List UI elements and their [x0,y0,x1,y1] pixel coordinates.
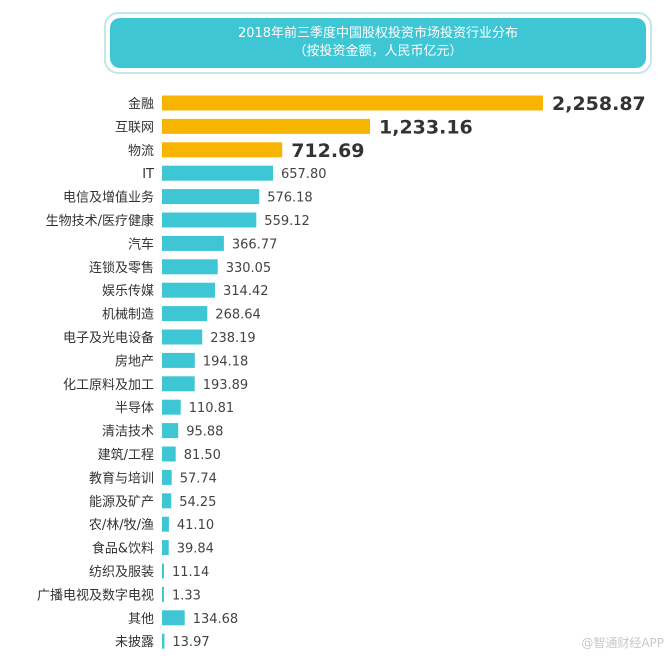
bar-15 [162,446,176,462]
value-label-17: 54.25 [179,495,216,510]
value-label-23: 13.97 [172,635,209,650]
category-label-3: IT [142,167,154,182]
value-label-18: 41.10 [177,518,214,533]
category-label-13: 半导体 [115,401,154,416]
chart-title: 2018年前三季度中国股权投资市场投资行业分布 [237,26,519,41]
value-label-8: 314.42 [223,284,269,299]
value-label-2: 712.69 [291,140,364,162]
value-label-22: 134.68 [193,612,239,627]
value-label-0: 2,258.87 [552,93,646,115]
bar-11 [162,352,195,368]
watermark: @智通财经APP [581,636,664,650]
category-label-21: 广播电视及数字电视 [37,588,154,603]
bar-21 [162,586,164,602]
category-label-22: 其他 [128,612,154,627]
bar-3 [162,165,273,181]
category-label-10: 电子及光电设备 [63,330,154,346]
value-label-21: 1.33 [172,588,201,603]
bar-17 [162,493,172,509]
bar-18 [162,516,169,532]
bar-20 [162,563,164,579]
value-label-11: 194.18 [203,354,249,369]
category-label-11: 房地产 [115,353,154,369]
chart-subtitle: （按投资金额，人民币亿元） [293,44,463,59]
category-label-9: 机械制造 [102,308,154,323]
value-label-6: 366.77 [232,237,278,252]
category-label-6: 汽车 [128,236,154,252]
value-label-15: 81.50 [184,448,221,463]
bar-0 [162,95,543,111]
chart-title-banner: 2018年前三季度中国股权投资市场投资行业分布 （按投资金额，人民币亿元） [110,18,646,68]
category-label-4: 电信及增值业务 [63,190,154,206]
bar-22 [162,610,185,626]
value-label-3: 657.80 [281,167,327,182]
bar-14 [162,423,179,439]
bar-4 [162,189,260,205]
value-label-16: 57.74 [180,471,217,486]
value-label-12: 193.89 [203,378,249,393]
bar-6 [162,235,224,251]
value-label-19: 39.84 [177,542,214,557]
category-label-5: 生物技术/医疗健康 [46,213,154,229]
category-label-20: 纺织及服装 [89,565,154,580]
value-label-10: 238.19 [210,331,256,346]
category-label-19: 食品&饮料 [92,541,154,557]
bar-12 [162,376,195,392]
value-label-14: 95.88 [186,425,223,440]
bar-2 [162,142,283,158]
bar-16 [162,469,172,485]
bar-19 [162,540,169,556]
category-label-16: 教育与培训 [89,470,154,486]
value-label-5: 559.12 [264,214,310,229]
value-label-20: 11.14 [172,565,209,580]
chart-title-box: 2018年前三季度中国股权投资市场投资行业分布 （按投资金额，人民币亿元） [104,12,652,74]
category-label-15: 建筑/工程 [98,447,154,463]
bar-1 [162,118,370,134]
category-label-17: 能源及矿产 [89,495,154,510]
value-label-4: 576.18 [267,191,313,206]
category-label-18: 农/林/牧/渔 [89,518,154,533]
bar-7 [162,259,218,275]
category-label-23: 未披露 [115,635,154,650]
category-label-14: 清洁技术 [102,425,154,440]
value-label-9: 268.64 [215,308,260,323]
bar-5 [162,212,257,228]
bar-13 [162,399,181,415]
value-label-13: 110.81 [189,401,235,416]
category-label-2: 物流 [128,144,154,159]
value-label-1: 1,233.16 [379,116,473,138]
category-label-12: 化工原料及加工 [63,378,154,393]
category-label-8: 娱乐传媒 [102,284,154,299]
bar-9 [162,306,208,322]
category-label-0: 金融 [128,96,154,112]
bar-23 [162,633,165,649]
bar-10 [162,329,203,345]
value-label-7: 330.05 [226,261,272,276]
bar-8 [162,282,215,298]
category-label-1: 互联网 [115,120,154,135]
category-label-7: 连锁及零售 [89,260,154,276]
